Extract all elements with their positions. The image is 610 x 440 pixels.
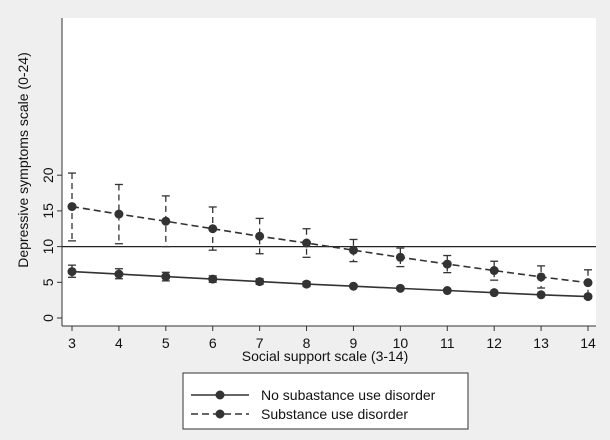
y-tick-label: 10: [40, 239, 56, 255]
data-point-sud: [348, 245, 358, 255]
data-point-no-sud: [536, 290, 546, 300]
x-axis-title: Social support scale (3-14): [242, 348, 409, 364]
data-point-no-sud: [161, 272, 171, 282]
data-point-no-sud: [395, 283, 405, 293]
data-point-no-sud: [114, 269, 124, 279]
data-point-no-sud: [442, 286, 452, 296]
data-point-no-sud: [348, 281, 358, 291]
data-point-sud: [114, 209, 124, 219]
y-tick-label: 15: [40, 203, 56, 219]
y-axis-title: Depressive symptoms scale (0-24): [15, 52, 31, 268]
x-tick-label: 4: [115, 335, 123, 351]
plot-area: [62, 18, 596, 326]
x-tick-label: 11: [440, 335, 455, 351]
x-tick-label: 12: [486, 335, 502, 351]
y-tick-label: 20: [40, 167, 56, 183]
x-tick-label: 13: [533, 335, 549, 351]
data-point-sud: [302, 238, 312, 248]
data-point-sud: [161, 216, 171, 226]
x-tick-label: 7: [256, 335, 264, 351]
data-point-sud: [489, 266, 499, 276]
legend-marker-sud: [215, 409, 225, 419]
y-tick-label: 5: [40, 278, 56, 286]
legend-label-sud: Substance use disorder: [261, 406, 408, 422]
x-tick-label: 6: [209, 335, 217, 351]
axes: 0 5 10 15 20 3 4 5 6 7 8 9 10 11 12 13 14: [40, 18, 596, 351]
series-layer: [67, 172, 593, 302]
legend-box: [182, 372, 469, 430]
x-tick-label: 8: [303, 335, 311, 351]
y-tick-label: 0: [40, 314, 56, 322]
data-point-sud: [255, 231, 265, 241]
legend-label-no-sud: No subastance use disorder: [261, 387, 436, 403]
legend: No subastance use disorder Substance use…: [182, 372, 469, 430]
series-sud: [67, 172, 593, 297]
data-point-no-sud: [489, 288, 499, 298]
data-point-no-sud: [255, 277, 265, 287]
series-line-no-sud: [71, 270, 589, 298]
data-point-sud: [67, 202, 77, 212]
x-tick-label: 10: [393, 335, 409, 351]
data-point-no-sud: [583, 292, 593, 302]
x-tick-label: 9: [350, 335, 358, 351]
legend-marker-no-sud: [215, 390, 225, 400]
x-tick-label: 5: [162, 335, 170, 351]
series-no-sud: [67, 264, 593, 302]
data-point-no-sud: [208, 274, 218, 284]
x-tick-label: 14: [580, 335, 596, 351]
data-point-sud: [208, 224, 218, 234]
data-point-sud: [442, 259, 452, 269]
data-point-no-sud: [302, 279, 312, 289]
series-line-sud: [71, 205, 589, 284]
data-point-sud: [583, 278, 593, 288]
x-tick-label: 3: [68, 335, 76, 351]
data-point-sud: [536, 272, 546, 282]
data-point-sud: [395, 252, 405, 262]
data-point-no-sud: [67, 267, 77, 277]
